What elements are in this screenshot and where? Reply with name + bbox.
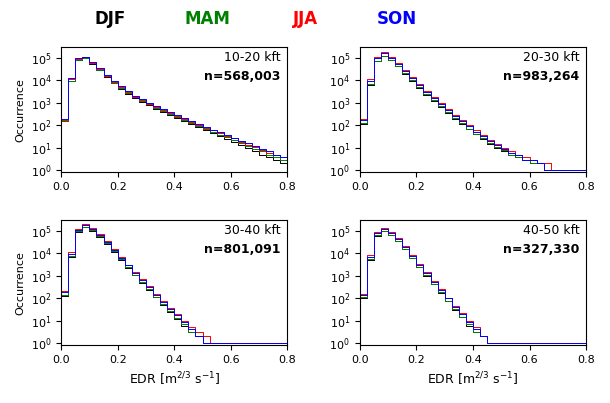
- Text: n=327,330: n=327,330: [503, 243, 580, 256]
- Text: DJF: DJF: [94, 10, 126, 28]
- Y-axis label: Occurrence: Occurrence: [15, 78, 25, 142]
- Text: 10-20 kft: 10-20 kft: [224, 51, 281, 64]
- Text: 30-40 kft: 30-40 kft: [224, 224, 281, 237]
- Text: SON: SON: [376, 10, 417, 28]
- Text: 40-50 kft: 40-50 kft: [523, 224, 580, 237]
- Y-axis label: Occurrence: Occurrence: [15, 251, 25, 314]
- X-axis label: EDR [m$^{2/3}$ s$^{-1}$]: EDR [m$^{2/3}$ s$^{-1}$]: [129, 370, 220, 388]
- Text: n=801,091: n=801,091: [204, 243, 281, 256]
- X-axis label: EDR [m$^{2/3}$ s$^{-1}$]: EDR [m$^{2/3}$ s$^{-1}$]: [427, 370, 518, 388]
- Text: n=983,264: n=983,264: [503, 70, 580, 83]
- Text: MAM: MAM: [184, 10, 231, 28]
- Text: 20-30 kft: 20-30 kft: [523, 51, 580, 64]
- Text: JJA: JJA: [292, 10, 318, 28]
- Text: n=568,003: n=568,003: [204, 70, 281, 83]
